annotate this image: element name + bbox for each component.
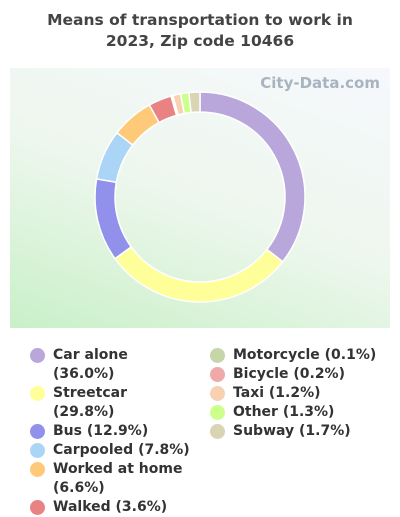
- legend-label: Walked (3.6%): [53, 499, 168, 515]
- legend-swatch: [210, 424, 225, 439]
- legend-label: Car alone (36.0%): [53, 347, 128, 382]
- donut-slice: [199, 91, 306, 263]
- donut-slice: [113, 245, 284, 303]
- legend-label: Taxi (1.2%): [233, 385, 321, 401]
- page: {"chart_data": {"type": "donut", "title"…: [10, 11, 390, 515]
- donut: [94, 91, 306, 303]
- legend-item: Taxi (1.2%): [210, 384, 380, 403]
- legend-item: Carpooled (7.8%): [30, 441, 190, 460]
- legend-label: Streetcar (29.8%): [53, 385, 128, 420]
- legend-item: Subway (1.7%): [210, 422, 380, 441]
- legend-item: Motorcycle (0.1%): [210, 346, 380, 365]
- legend-swatch: [210, 367, 225, 382]
- legend-label: Subway (1.7%): [233, 423, 351, 439]
- legend-label: Motorcycle (0.1%): [233, 347, 377, 363]
- legend-swatch: [30, 424, 45, 439]
- legend-swatch: [30, 500, 45, 515]
- legend-swatch: [30, 386, 45, 401]
- plot-area: City-Data.com: [10, 68, 390, 328]
- legend-item: Bicycle (0.2%): [210, 365, 380, 384]
- legend-swatch: [210, 348, 225, 363]
- legend-item: Walked (3.6%): [30, 498, 190, 517]
- legend-swatch: [30, 462, 45, 477]
- chart-title: Means of transportation to work in 2023,…: [47, 11, 353, 50]
- legend-item: Bus (12.9%): [30, 422, 190, 441]
- legend-item: Car alone (36.0%): [30, 346, 190, 384]
- watermark: City-Data.com: [260, 74, 380, 92]
- donut-slice: [94, 177, 133, 260]
- legend-label: Carpooled (7.8%): [53, 442, 190, 458]
- legend-label: Bicycle (0.2%): [233, 366, 345, 382]
- legend-swatch: [210, 386, 225, 401]
- legend-item: Worked at home (6.6%): [30, 460, 190, 498]
- donut-slice: [188, 91, 201, 114]
- legend-label: Other (1.3%): [233, 404, 335, 420]
- legend-swatch: [30, 443, 45, 458]
- legend-item: Streetcar (29.8%): [30, 384, 190, 422]
- legend-item: Other (1.3%): [210, 403, 380, 422]
- legend-label: Bus (12.9%): [53, 423, 149, 439]
- legend-swatch: [210, 405, 225, 420]
- legend-swatch: [30, 348, 45, 363]
- legend-label: Worked at home (6.6%): [53, 461, 183, 496]
